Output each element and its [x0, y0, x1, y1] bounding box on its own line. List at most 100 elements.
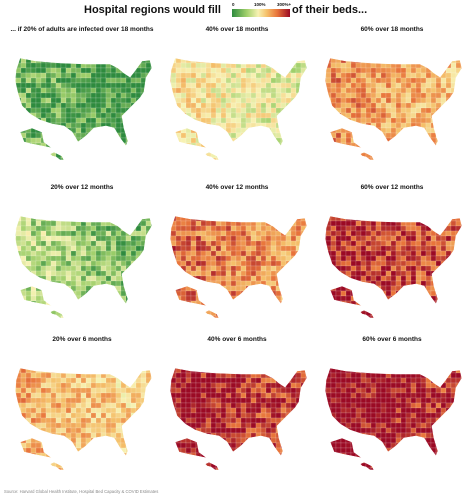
hospital-region — [265, 157, 272, 160]
hospital-region — [375, 112, 382, 119]
hospital-region — [260, 255, 267, 262]
hospital-region — [6, 58, 11, 63]
hospital-region — [345, 220, 352, 227]
hospital-region — [340, 67, 347, 74]
hospital-region — [105, 58, 112, 64]
hospital-region — [15, 132, 22, 139]
hospital-region — [245, 112, 252, 119]
hospital-region — [45, 245, 52, 252]
hospital-region — [70, 417, 77, 424]
us-outline — [169, 57, 308, 147]
hospital-region — [215, 220, 222, 227]
hospital-region — [316, 98, 321, 103]
hospital-region — [80, 432, 87, 439]
hospital-region — [30, 82, 37, 89]
hospital-region — [235, 265, 242, 272]
hospital-region — [50, 72, 57, 79]
hospital-region — [300, 122, 307, 129]
hospital-region — [230, 72, 237, 79]
hospital-region — [411, 163, 416, 166]
hospital-region — [6, 378, 11, 383]
hospital-region — [60, 412, 67, 419]
hospital-region — [350, 92, 357, 99]
hospital-region — [255, 97, 262, 104]
hospital-region — [95, 117, 102, 124]
hospital-region — [15, 67, 17, 74]
hospital-region — [110, 300, 117, 307]
hospital-region — [441, 206, 446, 211]
hospital-region — [110, 137, 117, 144]
hospital-region — [375, 107, 382, 114]
hospital-region — [440, 230, 447, 237]
hospital-region — [25, 310, 32, 317]
hospital-region — [75, 157, 82, 160]
hospital-region — [105, 216, 112, 222]
hospital-region — [286, 48, 291, 53]
hospital-region — [150, 245, 152, 252]
hospital-region — [45, 147, 52, 154]
hospital-region — [450, 216, 457, 217]
hospital-region — [35, 275, 42, 282]
hospital-region — [180, 245, 187, 252]
hospital-region — [90, 157, 97, 160]
hospital-region — [340, 240, 347, 247]
hospital-region — [285, 300, 292, 307]
hospital-region — [135, 310, 142, 317]
hospital-region — [60, 132, 67, 139]
hospital-region — [105, 290, 112, 297]
hospital-region — [430, 107, 437, 114]
hospital-region — [135, 112, 142, 119]
hospital-region — [275, 270, 282, 277]
hospital-region — [455, 290, 462, 297]
alaska-outline — [329, 127, 363, 149]
hospital-region — [90, 427, 97, 434]
hospital-region — [466, 153, 468, 158]
hospital-region — [191, 321, 196, 324]
hospital-region — [180, 260, 187, 267]
hospital-region — [290, 147, 297, 154]
hospital-region — [185, 132, 192, 139]
hospital-region — [161, 271, 166, 276]
hospital-region — [420, 230, 427, 237]
hospital-region — [6, 78, 11, 83]
hospital-region — [285, 97, 292, 104]
hospital-region — [55, 427, 62, 434]
hospital-region — [455, 127, 462, 134]
hospital-region — [90, 147, 97, 154]
hospital-region — [30, 382, 37, 389]
hospital-region — [91, 163, 96, 166]
hospital-region — [395, 92, 402, 99]
hospital-region — [370, 265, 377, 272]
hospital-region — [125, 407, 132, 414]
hospital-region — [151, 321, 156, 324]
hospital-region — [311, 261, 313, 266]
hospital-region — [125, 368, 132, 374]
hospital-region — [466, 241, 468, 246]
hospital-region — [390, 300, 397, 307]
hospital-region — [146, 358, 151, 363]
hospital-region — [340, 157, 347, 160]
hospital-region — [330, 152, 337, 159]
hospital-region — [340, 77, 347, 84]
hospital-region — [15, 300, 17, 307]
hospital-region — [430, 62, 437, 69]
hospital-region — [435, 220, 442, 227]
hospital-region — [95, 305, 102, 312]
hospital-region — [275, 97, 282, 104]
hospital-region — [445, 142, 452, 149]
hospital-region — [15, 392, 17, 399]
hospital-region — [20, 427, 27, 434]
hospital-region — [335, 270, 342, 277]
hospital-region — [215, 77, 222, 84]
hospital-region — [190, 58, 197, 59]
hospital-region — [280, 280, 287, 287]
hospital-region — [126, 321, 131, 324]
legend-gradient-bar — [232, 9, 290, 17]
hospital-region — [200, 147, 207, 154]
hospital-region — [290, 87, 297, 94]
hospital-region — [260, 315, 267, 318]
hospital-region — [350, 255, 357, 262]
hospital-region — [90, 382, 97, 389]
hospital-region — [385, 117, 392, 124]
hospital-region — [415, 275, 422, 282]
